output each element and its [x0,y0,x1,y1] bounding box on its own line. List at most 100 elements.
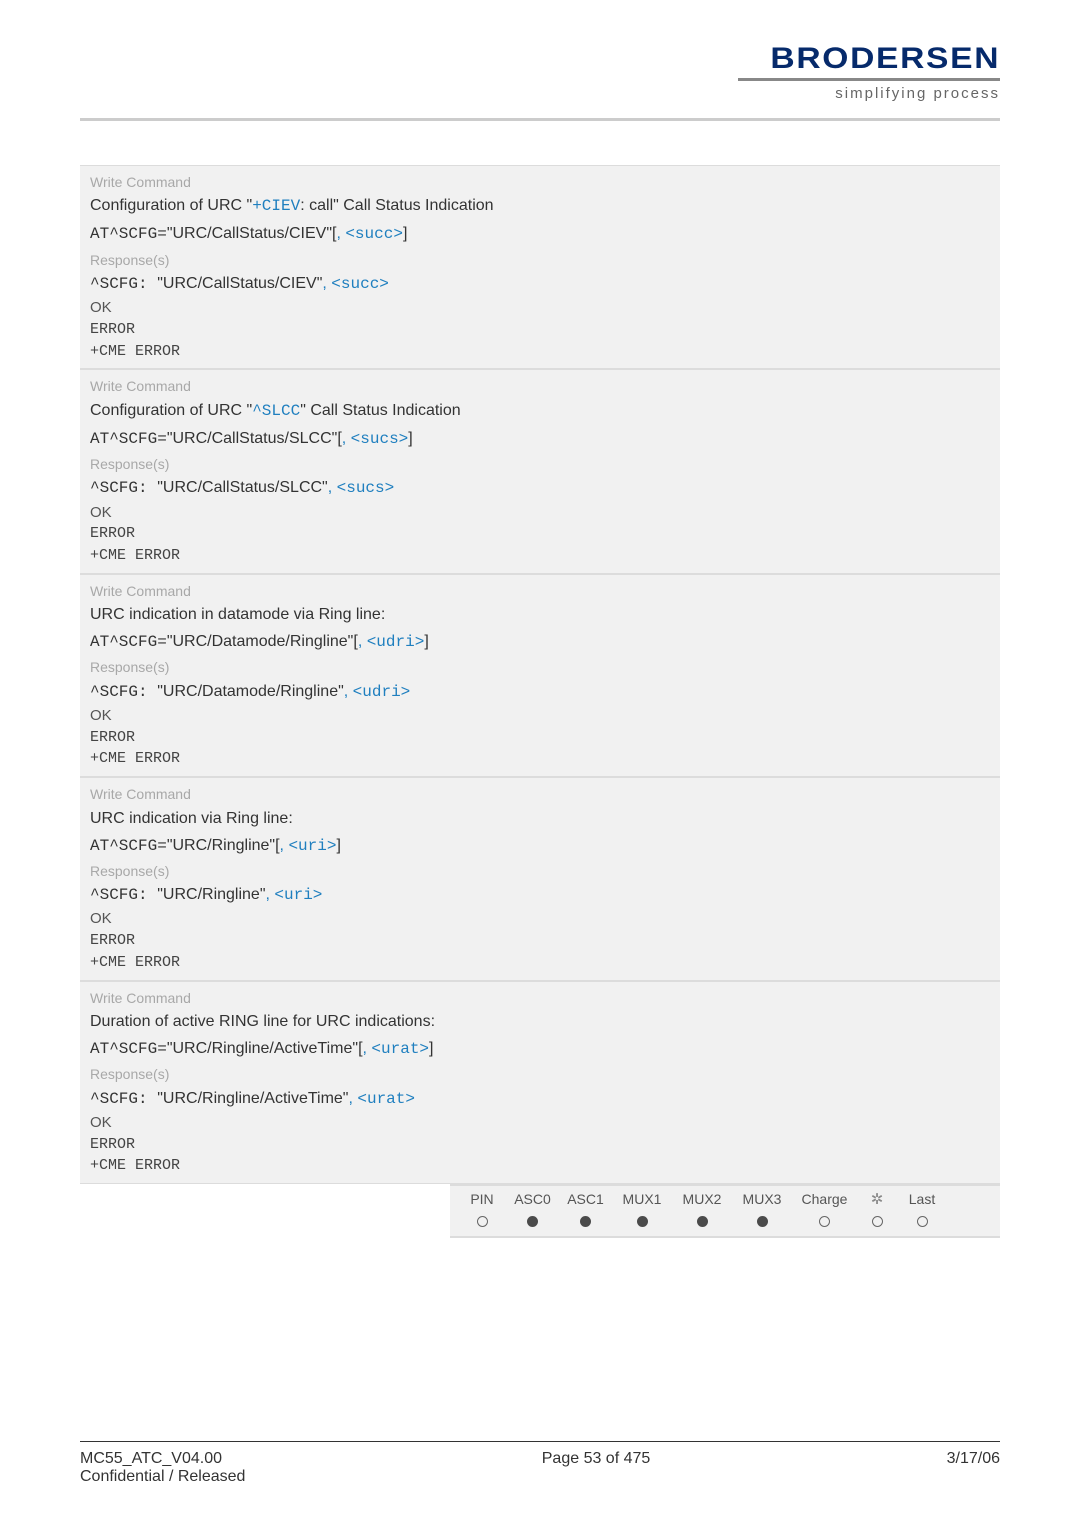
desc-prefix: Configuration of URC " [90,197,252,214]
indicator-charge [792,1214,857,1230]
block-label: Write Command [90,988,990,1008]
cmd-close: ] [336,837,340,854]
cmd-mono: AT^SCFG= [90,633,167,651]
command-block: Write Command URC indication in datamode… [80,574,1000,777]
cmd-plain: "URC/Ringline/ActiveTime"[ [167,1040,363,1057]
response-label: Response(s) [90,657,990,677]
indicator-gear [857,1214,897,1230]
block-description: Configuration of URC "^SLCC" Call Status… [90,399,990,423]
response-label: Response(s) [90,1064,990,1084]
circle-filled-icon [697,1216,708,1227]
desc-link[interactable]: ^SLCC [252,402,300,420]
cmd-param[interactable]: <succ> [345,225,403,243]
error-text: ERROR [90,523,990,545]
circle-filled-icon [580,1216,591,1227]
cmd-plain: "URC/CallStatus/CIEV"[ [167,225,337,242]
resp-param[interactable]: <uri> [274,886,322,904]
doc-version: MC55_ATC_V04.00 [80,1450,245,1468]
col-header-mux2: MUX2 [672,1191,732,1207]
cme-error-text: +CME ERROR [90,545,990,567]
tagline-text: simplifying process [835,85,1000,102]
command-line: AT^SCFG="URC/CallStatus/SLCC"[, <sucs>] [90,427,990,451]
cmd-plain: "URC/Ringline"[ [167,837,280,854]
cme-error-text: +CME ERROR [90,748,990,770]
circle-filled-icon [637,1216,648,1227]
response-line: ^SCFG: "URC/CallStatus/CIEV", <succ> [90,272,990,296]
col-header-asc0: ASC0 [506,1191,559,1207]
table-indicator-row [458,1214,992,1230]
resp-param[interactable]: <udri> [353,683,411,701]
gear-icon: ✲ [871,1190,884,1208]
footer-date: 3/17/06 [947,1450,1000,1486]
cmd-param[interactable]: <udri> [367,633,425,651]
resp-plain: "URC/Datamode/Ringline" [157,683,344,700]
circle-icon [872,1216,883,1227]
col-header-charge: Charge [792,1191,857,1207]
cmd-close: ] [424,633,428,650]
col-header-asc1: ASC1 [559,1191,612,1207]
ok-text: OK [90,1112,990,1134]
indicator-mux2 [672,1214,732,1230]
cmd-mono: AT^SCFG= [90,1040,167,1058]
resp-mono: ^SCFG: [90,886,157,904]
block-label: Write Command [90,172,990,192]
top-divider [80,118,1000,121]
resp-mono: ^SCFG: [90,683,157,701]
error-text: ERROR [90,1134,990,1156]
desc-link[interactable]: +CIEV [252,197,300,215]
col-header-mux1: MUX1 [612,1191,672,1207]
block-description: URC indication in datamode via Ring line… [90,603,990,626]
resp-param[interactable]: <succ> [331,275,389,293]
command-line: AT^SCFG="URC/Ringline"[, <uri>] [90,834,990,858]
block-label: Write Command [90,784,990,804]
cmd-mono: AT^SCFG= [90,837,167,855]
resp-plain: "URC/Ringline" [157,886,265,903]
circle-icon [477,1216,488,1227]
error-text: ERROR [90,727,990,749]
circle-filled-icon [527,1216,538,1227]
command-line: AT^SCFG="URC/Ringline/ActiveTime"[, <ura… [90,1037,990,1061]
cmd-plain: "URC/CallStatus/SLCC"[ [167,430,342,447]
resp-param[interactable]: <sucs> [337,479,395,497]
response-line: ^SCFG: "URC/Ringline", <uri> [90,883,990,907]
block-description: Duration of active RING line for URC ind… [90,1010,990,1033]
ok-text: OK [90,705,990,727]
ok-text: OK [90,297,990,319]
page-header: BRODERSEN simplifying process [80,42,1000,108]
command-line: AT^SCFG="URC/CallStatus/CIEV"[, <succ>] [90,222,990,246]
cme-error-text: +CME ERROR [90,341,990,363]
desc-suffix: " Call Status Indication [300,402,460,419]
response-line: ^SCFG: "URC/Datamode/Ringline", <udri> [90,680,990,704]
response-label: Response(s) [90,861,990,881]
command-block: Write Command Configuration of URC "+CIE… [80,165,1000,369]
footer-page: Page 53 of 475 [542,1450,651,1486]
cmd-param[interactable]: <urat> [371,1040,429,1058]
cme-error-text: +CME ERROR [90,952,990,974]
cmd-comma: , [336,225,345,242]
block-label: Write Command [90,376,990,396]
response-label: Response(s) [90,454,990,474]
resp-plain: "URC/CallStatus/CIEV" [157,275,322,292]
command-block: Write Command Duration of active RING li… [80,981,1000,1184]
command-block: Write Command Configuration of URC "^SLC… [80,369,1000,573]
response-line: ^SCFG: "URC/Ringline/ActiveTime", <urat> [90,1087,990,1111]
command-line: AT^SCFG="URC/Datamode/Ringline"[, <udri>… [90,630,990,654]
table-header-row: PIN ASC0 ASC1 MUX1 MUX2 MUX3 Charge ✲ La… [458,1190,992,1208]
col-header-mux3: MUX3 [732,1191,792,1207]
footer-divider [80,1441,1000,1443]
footer-row: MC55_ATC_V04.00 Confidential / Released … [80,1450,1000,1486]
indicator-last [897,1214,947,1230]
cme-error-text: +CME ERROR [90,1155,990,1177]
page-footer: MC55_ATC_V04.00 Confidential / Released … [80,1441,1000,1487]
error-text: ERROR [90,319,990,341]
logo-text: BRODERSEN [770,42,1000,76]
cmd-param[interactable]: <uri> [288,837,336,855]
response-line: ^SCFG: "URC/CallStatus/SLCC", <sucs> [90,476,990,500]
col-header-gear: ✲ [857,1190,897,1208]
resp-plain: "URC/CallStatus/SLCC" [157,479,328,496]
cmd-param[interactable]: <sucs> [351,430,409,448]
resp-param[interactable]: <urat> [357,1090,415,1108]
indicator-pin [458,1214,506,1230]
response-label: Response(s) [90,250,990,270]
indicator-mux3 [732,1214,792,1230]
